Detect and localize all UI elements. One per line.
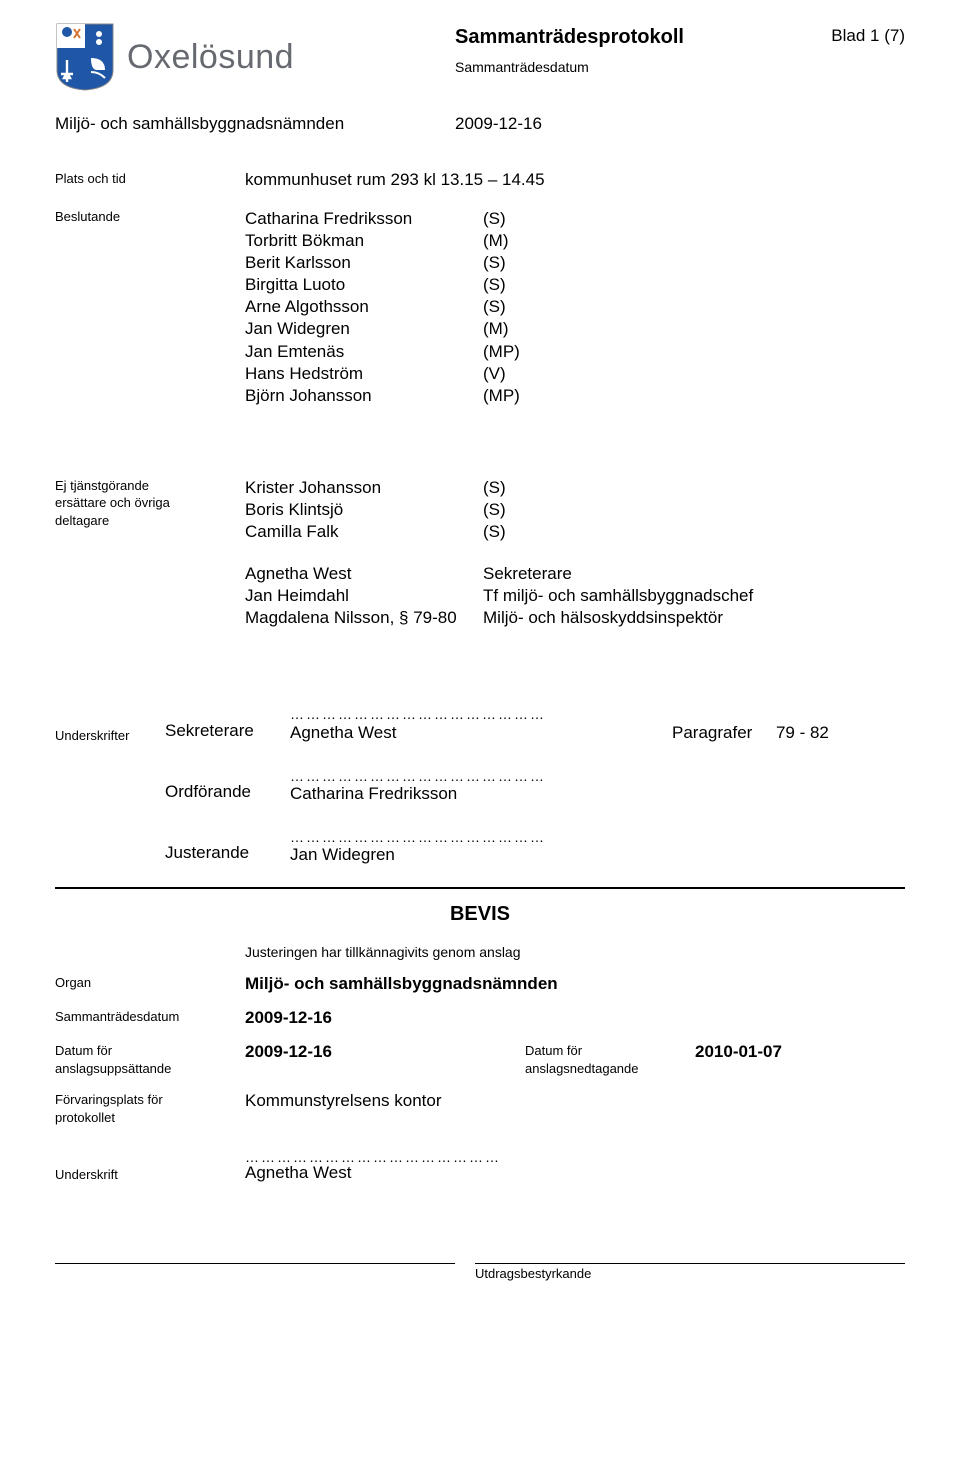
paragrafer-range: 79 - 82: [776, 723, 829, 742]
other-label-1: Ej tjänstgörande: [55, 477, 245, 495]
list-item: (M): [483, 230, 905, 252]
underskrift-name: Agnetha West: [245, 1163, 501, 1183]
list-item: (V): [483, 363, 905, 385]
page: Oxelösund Sammanträdesprotokoll Sammantr…: [0, 0, 960, 1311]
decision-makers-block: Beslutande Catharina FredrikssonTorbritt…: [55, 208, 905, 407]
page-number: Blad 1 (7): [821, 22, 905, 46]
ordf-name: Catharina Fredriksson: [290, 784, 650, 804]
logo-text: Oxelösund: [127, 38, 294, 77]
list-item: (S): [483, 296, 905, 318]
storage-label-1: Förvaringsplats för: [55, 1091, 245, 1109]
document-header: Oxelösund Sammanträdesprotokoll Sammantr…: [55, 22, 905, 92]
list-item: (M): [483, 318, 905, 340]
list-item: Jan Emtenäs: [245, 341, 475, 363]
list-item: Berit Karlsson: [245, 252, 475, 274]
storage-value: Kommunstyrelsens kontor: [245, 1091, 442, 1111]
sammantradesdatum-value: 2009-12-16: [245, 1008, 332, 1028]
other-label-2: ersättare och övriga: [55, 494, 245, 512]
organ-value: Miljö- och samhällsbyggnadsnämnden: [245, 974, 558, 994]
list-item: Camilla Falk: [245, 521, 475, 543]
list-item: Birgitta Luoto: [245, 274, 475, 296]
posted-label-2: anslagsuppsättande: [55, 1060, 245, 1078]
logo: Oxelösund: [55, 22, 455, 92]
taken-label-2: anslagsnedtagande: [525, 1060, 695, 1078]
list-item: Arne Algothsson: [245, 296, 475, 318]
decision-makers-list: Catharina FredrikssonTorbritt BökmanBeri…: [245, 208, 905, 407]
divider: [55, 887, 905, 889]
underskrift-dots: …………………………………………: [245, 1152, 501, 1163]
document-subtitle: Sammanträdesdatum: [455, 59, 821, 75]
taken-value: 2010-01-07: [695, 1042, 782, 1062]
meeting-date: 2009-12-16: [455, 114, 905, 134]
list-item: Agnetha West: [245, 563, 475, 585]
signature-row-ordforande: Ordförande ………………………………………… Catharina Fr…: [55, 771, 905, 804]
list-item: Boris Klintsjö: [245, 499, 475, 521]
sek-name: Agnetha West: [290, 723, 650, 743]
list-item: (S): [483, 499, 905, 521]
subheader: Miljö- och samhällsbyggnadsnämnden 2009-…: [55, 114, 905, 134]
list-item: Hans Hedström: [245, 363, 475, 385]
list-item: (MP): [483, 341, 905, 363]
ordf-role: Ordförande: [165, 782, 290, 804]
other-label-3: deltagare: [55, 512, 245, 530]
just-dots: …………………………………………: [290, 832, 650, 843]
list-item: Miljö- och hälsoskyddsinspektör: [483, 607, 905, 629]
ordf-dots: …………………………………………: [290, 771, 650, 782]
bevis-block: Justeringen har tillkännagivits genom an…: [55, 944, 905, 1183]
just-role: Justerande: [165, 843, 290, 865]
justering-text: Justeringen har tillkännagivits genom an…: [245, 944, 521, 960]
header-center: Sammanträdesprotokoll Sammanträdesdatum: [455, 22, 821, 75]
posted-label-1: Datum för: [55, 1042, 245, 1060]
signatures-block: Underskrifter Sekreterare ………………………………………: [55, 709, 905, 865]
list-item: (S): [483, 521, 905, 543]
document-title: Sammanträdesprotokoll: [455, 26, 821, 49]
underskrift-label: Underskrift: [55, 1166, 245, 1184]
list-item: Torbritt Bökman: [245, 230, 475, 252]
place-time-label: Plats och tid: [55, 171, 126, 186]
list-item: Tf miljö- och samhällsbyggnadschef: [483, 585, 905, 607]
posted-value: 2009-12-16: [245, 1042, 525, 1062]
taken-label-1: Datum för: [525, 1042, 695, 1060]
list-item: Jan Heimdahl: [245, 585, 475, 607]
page-footer: Utdragsbestyrkande: [55, 1263, 905, 1281]
just-name: Jan Widegren: [290, 845, 650, 865]
committee-name: Miljö- och samhällsbyggnadsnämnden: [55, 114, 455, 134]
list-item: Magdalena Nilsson, § 79-80: [245, 607, 475, 629]
list-item: Catharina Fredriksson: [245, 208, 475, 230]
decision-makers-label: Beslutande: [55, 209, 120, 224]
list-item: Jan Widegren: [245, 318, 475, 340]
list-item: (MP): [483, 385, 905, 407]
list-item: Sekreterare: [483, 563, 905, 585]
sek-dots: …………………………………………: [290, 709, 650, 720]
place-time-value: kommunhuset rum 293 kl 13.15 – 14.45: [245, 170, 905, 190]
signature-row-justerande: Justerande ………………………………………… Jan Widegren: [55, 832, 905, 865]
other-participants-list: Krister JohanssonBoris KlintsjöCamilla F…: [245, 477, 905, 630]
footer-left: [55, 1263, 455, 1281]
paragrafer-label: Paragrafer: [672, 723, 752, 742]
other-participants-block: Ej tjänstgörande ersättare och övriga de…: [55, 477, 905, 630]
list-item: Björn Johansson: [245, 385, 475, 407]
place-time-block: Plats och tid kommunhuset rum 293 kl 13.…: [55, 170, 905, 190]
sek-role: Sekreterare: [165, 721, 290, 743]
list-item: (S): [483, 252, 905, 274]
organ-label: Organ: [55, 974, 245, 992]
signatures-label: Underskrifter: [55, 728, 165, 743]
bevis-title: BEVIS: [55, 903, 905, 926]
list-item: Krister Johansson: [245, 477, 475, 499]
list-item: (S): [483, 477, 905, 499]
municipal-crest-icon: [55, 22, 115, 92]
list-item: (S): [483, 274, 905, 296]
sammantradesdatum-label: Sammanträdesdatum: [55, 1008, 245, 1026]
signature-row-sekreterare: Underskrifter Sekreterare ………………………………………: [55, 709, 905, 742]
list-item: (S): [483, 208, 905, 230]
footer-right: Utdragsbestyrkande: [475, 1263, 905, 1281]
storage-label-2: protokollet: [55, 1109, 245, 1127]
